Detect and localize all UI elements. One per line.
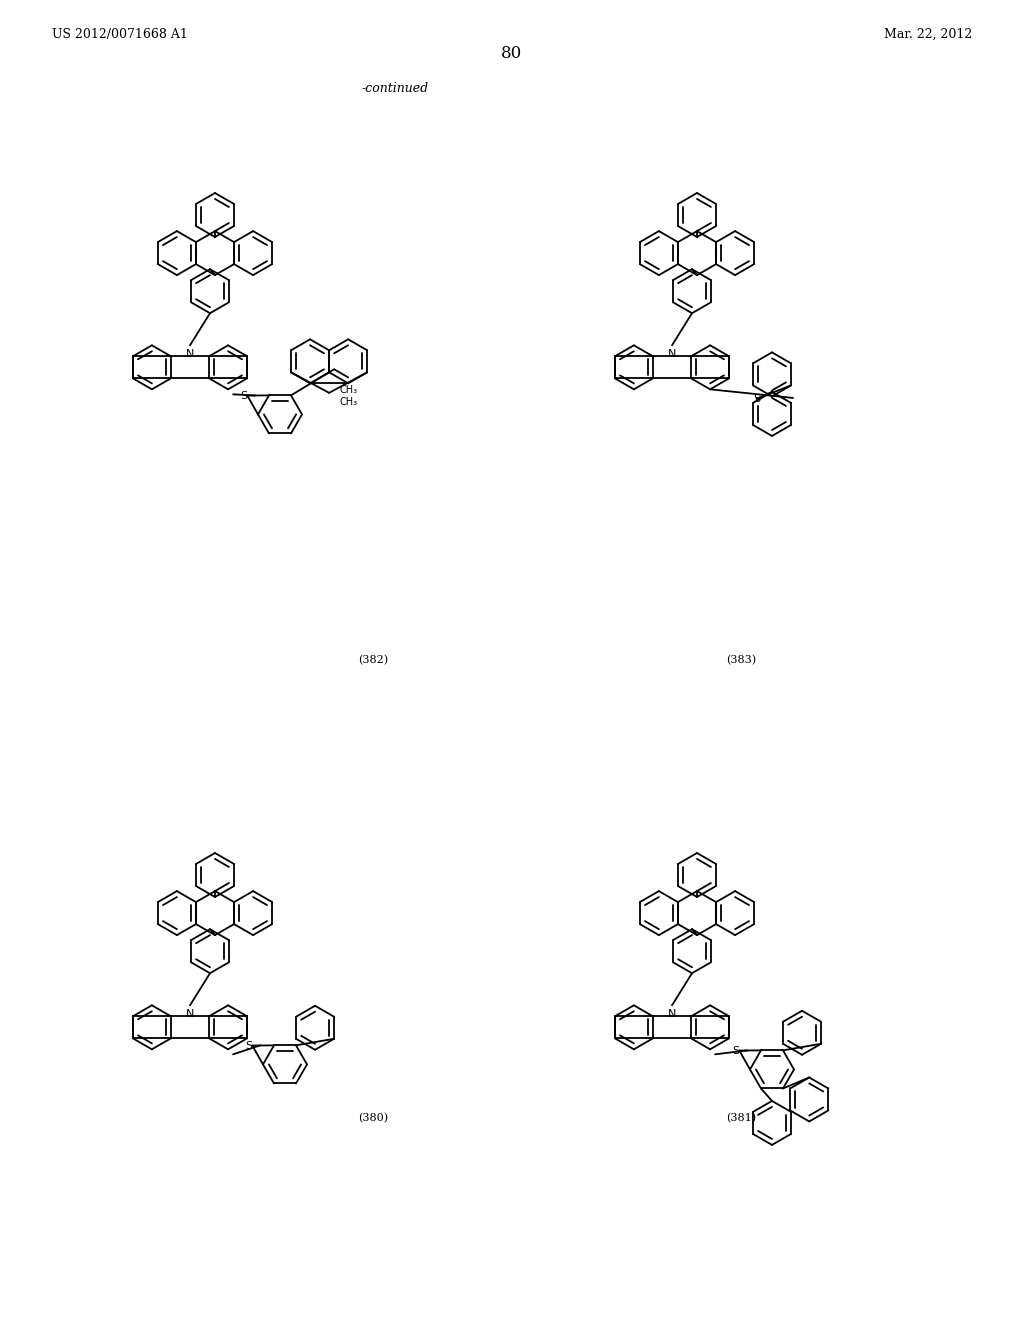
Text: -continued: -continued [361, 82, 429, 95]
Text: S: S [753, 393, 760, 404]
Text: N: N [668, 350, 676, 359]
Text: N: N [668, 1010, 676, 1019]
Text: S: S [246, 1040, 253, 1051]
Text: (383): (383) [726, 655, 756, 665]
Text: N: N [185, 350, 195, 359]
Text: Mar. 22, 2012: Mar. 22, 2012 [884, 28, 972, 41]
Text: US 2012/0071668 A1: US 2012/0071668 A1 [52, 28, 187, 41]
Text: 80: 80 [502, 45, 522, 62]
Text: (381): (381) [726, 1113, 756, 1123]
Text: S: S [733, 1045, 740, 1056]
Text: (380): (380) [358, 1113, 388, 1123]
Text: (382): (382) [358, 655, 388, 665]
Text: CH₃: CH₃ [339, 397, 357, 407]
Text: N: N [185, 1010, 195, 1019]
Text: CH₃: CH₃ [339, 385, 357, 395]
Text: S: S [241, 391, 248, 400]
